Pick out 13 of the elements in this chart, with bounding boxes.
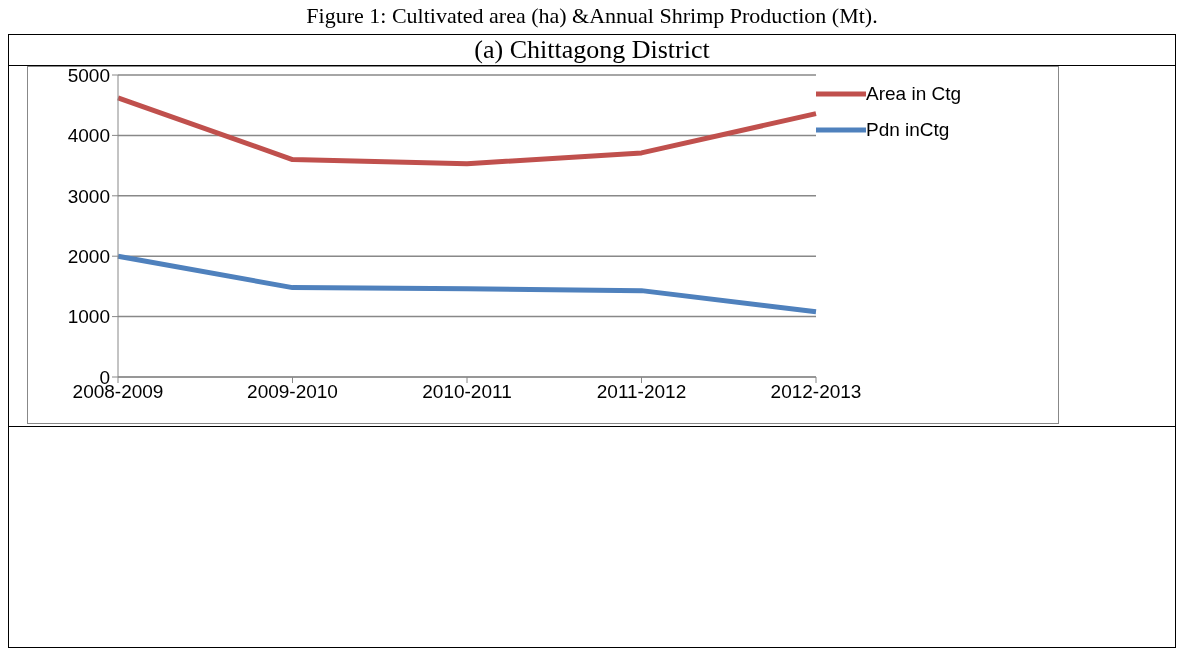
chart-title: Figure 1: Cultivated area (ha) &Annual Shrimp Production (Mt). [305,2,879,30]
y-tick-label: 3000 [67,185,110,207]
x-tick-label: 2009-2010 [247,381,338,403]
x-tick-label: 2010-2011 [422,381,512,403]
legend-label: Pdn inCtg [866,119,950,141]
legend-label: Area in Ctg [866,83,962,105]
chart-subtitle: (a) Chittagong District [9,35,1175,66]
y-tick-label: 1000 [67,306,110,328]
y-tick-label: 2000 [67,245,110,267]
x-tick-label: 2012-2013 [770,381,862,403]
x-tick-label: 2011-2012 [596,381,687,403]
y-tick-label: 4000 [67,125,110,147]
y-tick-label: 5000 [67,64,110,86]
